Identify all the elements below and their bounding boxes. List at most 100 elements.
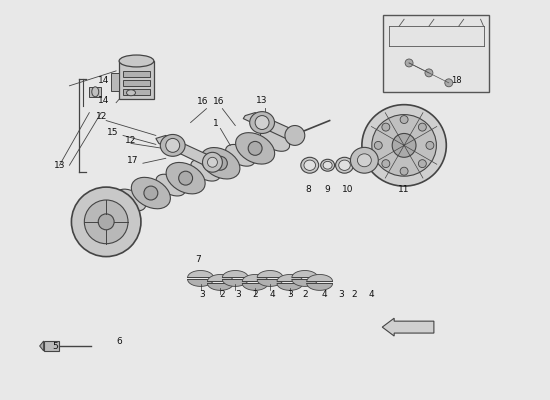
Text: 4: 4	[368, 290, 374, 299]
Polygon shape	[207, 274, 233, 282]
Bar	[89, 87, 101, 97]
Text: 3: 3	[339, 290, 344, 299]
Ellipse shape	[323, 161, 332, 169]
Ellipse shape	[92, 87, 99, 97]
Text: 2: 2	[351, 290, 358, 299]
Polygon shape	[222, 270, 248, 278]
Circle shape	[202, 152, 222, 172]
Ellipse shape	[350, 147, 378, 173]
Circle shape	[84, 200, 128, 244]
Ellipse shape	[358, 154, 371, 167]
Text: 2: 2	[302, 290, 307, 299]
Ellipse shape	[156, 174, 185, 196]
Circle shape	[179, 171, 192, 185]
Text: 17: 17	[127, 156, 139, 165]
Text: 12: 12	[96, 112, 107, 120]
Circle shape	[445, 79, 453, 87]
Ellipse shape	[362, 105, 446, 186]
Polygon shape	[277, 284, 303, 290]
Circle shape	[400, 167, 408, 175]
Circle shape	[166, 138, 180, 152]
Circle shape	[375, 142, 382, 149]
Bar	[111, 73, 119, 91]
FancyBboxPatch shape	[383, 15, 490, 92]
Text: 11: 11	[398, 185, 410, 194]
Ellipse shape	[339, 160, 350, 170]
Text: 16: 16	[213, 97, 224, 106]
Text: 3: 3	[235, 290, 241, 299]
Circle shape	[392, 134, 416, 157]
Circle shape	[426, 142, 434, 149]
Circle shape	[98, 214, 114, 230]
Text: 15: 15	[107, 128, 119, 138]
Polygon shape	[242, 284, 268, 290]
Text: 5: 5	[53, 342, 58, 351]
Text: 9: 9	[324, 185, 331, 194]
Polygon shape	[292, 280, 318, 286]
FancyArrow shape	[382, 318, 434, 336]
Polygon shape	[257, 270, 283, 278]
Text: 2: 2	[219, 290, 225, 299]
Ellipse shape	[304, 160, 316, 170]
Bar	[119, 61, 154, 99]
Bar	[123, 80, 150, 86]
Circle shape	[285, 126, 305, 145]
Text: 2: 2	[252, 290, 258, 299]
Text: 6: 6	[116, 337, 122, 346]
Text: 4: 4	[322, 290, 327, 299]
Polygon shape	[222, 280, 248, 286]
Polygon shape	[40, 341, 43, 351]
Text: 8: 8	[305, 185, 311, 194]
Circle shape	[419, 160, 426, 168]
Circle shape	[382, 123, 390, 131]
Polygon shape	[188, 270, 213, 278]
Ellipse shape	[126, 90, 135, 96]
Polygon shape	[307, 284, 333, 290]
Polygon shape	[292, 270, 318, 278]
Ellipse shape	[131, 177, 170, 209]
Ellipse shape	[191, 159, 220, 181]
Text: 12: 12	[125, 136, 137, 145]
Ellipse shape	[321, 159, 334, 171]
Polygon shape	[207, 284, 233, 290]
Circle shape	[405, 59, 413, 67]
Polygon shape	[257, 280, 283, 286]
Bar	[123, 89, 150, 95]
Bar	[123, 71, 150, 77]
Text: 13: 13	[256, 96, 268, 105]
Circle shape	[72, 187, 141, 257]
Ellipse shape	[250, 112, 274, 134]
Polygon shape	[307, 274, 333, 282]
Ellipse shape	[166, 162, 205, 194]
Text: 14: 14	[97, 76, 109, 85]
Circle shape	[248, 142, 262, 155]
Text: 13: 13	[54, 161, 65, 170]
Circle shape	[207, 157, 217, 167]
Ellipse shape	[226, 144, 255, 166]
Text: 3: 3	[200, 290, 205, 299]
Polygon shape	[156, 136, 221, 168]
Circle shape	[382, 160, 390, 168]
Ellipse shape	[301, 157, 318, 173]
Circle shape	[425, 69, 433, 77]
Ellipse shape	[119, 55, 154, 67]
Bar	[43, 341, 58, 351]
Text: 3: 3	[287, 290, 293, 299]
Polygon shape	[188, 280, 213, 286]
Ellipse shape	[235, 133, 274, 164]
Text: 1: 1	[212, 118, 218, 128]
Text: 16: 16	[197, 97, 208, 106]
Circle shape	[144, 186, 158, 200]
Circle shape	[419, 123, 426, 131]
Circle shape	[213, 156, 227, 170]
Text: 18: 18	[452, 76, 462, 85]
Text: 14: 14	[97, 96, 109, 105]
Polygon shape	[277, 274, 303, 282]
Polygon shape	[243, 113, 300, 140]
Text: 7: 7	[196, 254, 201, 264]
Circle shape	[255, 116, 269, 130]
Circle shape	[400, 116, 408, 124]
Ellipse shape	[160, 134, 185, 156]
Text: 10: 10	[342, 185, 353, 194]
Ellipse shape	[260, 130, 290, 151]
